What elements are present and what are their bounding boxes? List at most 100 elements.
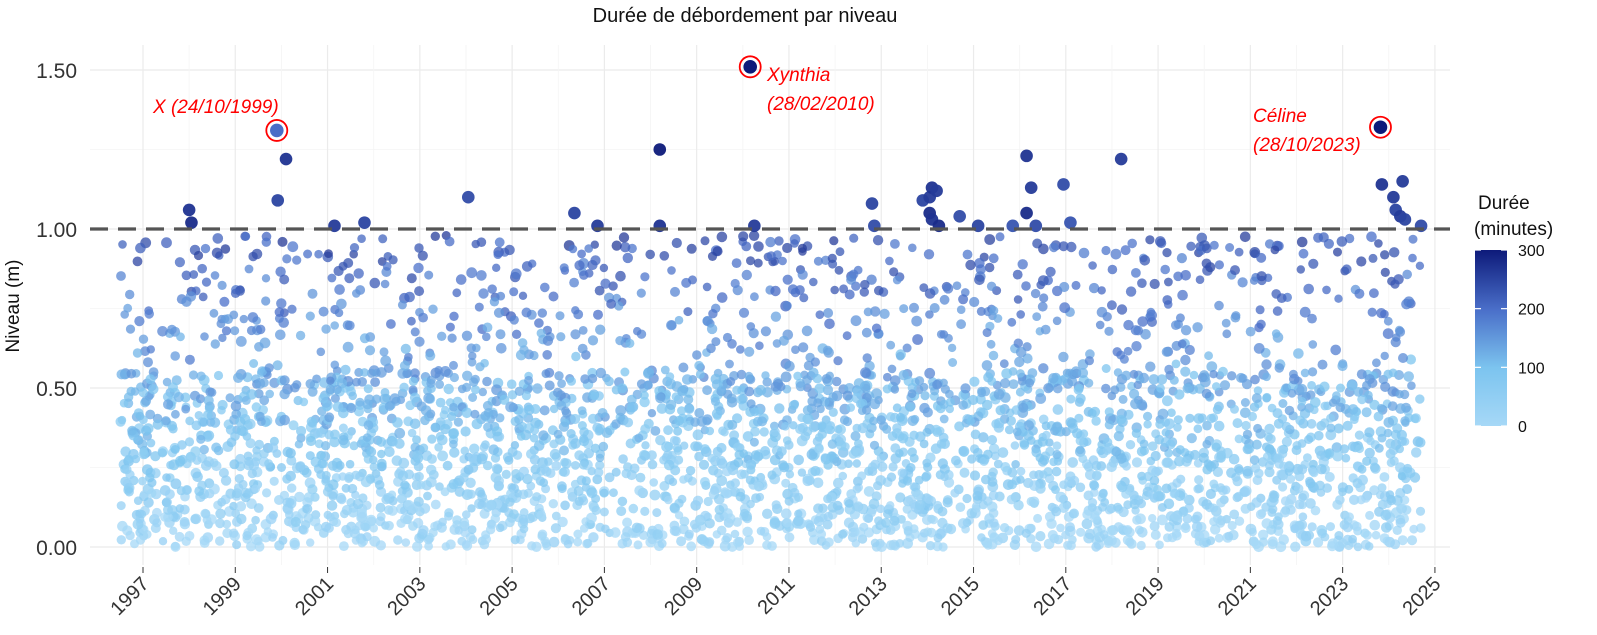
data-point — [580, 374, 590, 384]
data-point — [1186, 241, 1196, 251]
data-point — [185, 291, 197, 302]
data-point — [1084, 378, 1094, 388]
data-point — [348, 507, 359, 518]
data-point — [559, 263, 569, 273]
data-point — [1380, 267, 1390, 277]
data-point — [251, 484, 260, 494]
data-point — [511, 329, 522, 339]
data-point — [1368, 253, 1378, 263]
data-point — [1216, 497, 1226, 508]
data-point — [122, 525, 133, 536]
high-data-point — [653, 143, 667, 156]
y-axis-label: Niveau (m) — [3, 260, 24, 353]
data-point — [1342, 420, 1353, 431]
data-point — [209, 417, 221, 428]
data-point — [229, 501, 238, 511]
data-point — [851, 539, 860, 548]
data-point — [131, 454, 141, 464]
data-point — [694, 360, 704, 371]
data-point — [1317, 359, 1328, 370]
data-point — [334, 308, 344, 318]
data-point — [1138, 372, 1150, 384]
data-point — [788, 400, 799, 411]
data-point — [274, 540, 285, 551]
data-point — [656, 403, 668, 414]
data-point — [434, 443, 443, 452]
data-point — [423, 491, 432, 501]
data-point — [1162, 295, 1173, 305]
data-point — [1416, 523, 1426, 533]
data-point — [726, 397, 738, 408]
data-point — [855, 527, 866, 538]
data-point — [634, 433, 644, 443]
data-point — [1015, 346, 1027, 358]
data-point — [1065, 417, 1076, 428]
data-point — [1397, 535, 1408, 546]
data-point — [850, 431, 861, 441]
data-point — [1019, 440, 1030, 450]
data-point — [871, 491, 882, 502]
data-point — [835, 247, 845, 257]
data-point — [756, 526, 766, 536]
data-point — [389, 393, 401, 404]
data-point — [838, 471, 848, 481]
data-point — [655, 393, 666, 404]
data-point — [393, 535, 403, 545]
data-point — [223, 314, 233, 325]
data-point — [1214, 260, 1224, 270]
data-point — [1157, 408, 1169, 420]
data-point — [210, 339, 220, 349]
data-point — [405, 400, 416, 411]
data-point — [599, 488, 609, 498]
high-data-point — [953, 209, 966, 223]
data-point — [1225, 243, 1235, 252]
data-point — [571, 461, 580, 470]
event-label: Céline — [1253, 106, 1307, 127]
data-point — [833, 356, 843, 366]
data-point — [1090, 488, 1099, 497]
data-point — [1284, 467, 1294, 476]
legend-tick-label: 200 — [1518, 302, 1545, 319]
data-point — [1041, 421, 1051, 431]
data-point — [295, 330, 306, 341]
data-point — [1234, 516, 1245, 526]
data-point — [1252, 475, 1263, 486]
data-point — [640, 272, 650, 282]
data-point — [807, 396, 818, 407]
data-point — [261, 296, 271, 306]
data-point — [306, 538, 315, 547]
data-point — [1332, 391, 1341, 400]
data-point — [759, 427, 769, 437]
data-point — [1376, 403, 1386, 413]
data-point — [636, 288, 646, 298]
data-point — [505, 517, 515, 528]
data-point — [1383, 316, 1393, 326]
data-point — [671, 392, 681, 402]
data-point — [557, 516, 568, 528]
data-point — [414, 243, 424, 253]
data-point — [1059, 281, 1070, 293]
data-point — [428, 304, 438, 314]
data-point — [968, 394, 979, 406]
data-point — [679, 516, 690, 527]
data-point — [1380, 309, 1389, 319]
data-point — [268, 442, 279, 453]
data-point — [1073, 385, 1084, 395]
event-label: (28/02/2010) — [767, 94, 875, 115]
data-point — [707, 453, 717, 463]
high-data-point — [568, 206, 581, 220]
data-point — [548, 536, 560, 548]
data-point — [540, 282, 550, 293]
legend-tick-label: 300 — [1518, 243, 1545, 260]
data-point — [360, 476, 372, 488]
data-point — [471, 385, 480, 395]
data-point — [355, 521, 365, 531]
data-point — [1155, 419, 1165, 429]
data-point — [144, 309, 154, 319]
data-point — [1410, 414, 1420, 423]
data-point — [1039, 293, 1049, 303]
data-point — [1395, 503, 1405, 513]
data-point — [987, 539, 998, 550]
data-point — [735, 491, 746, 502]
data-point — [822, 345, 833, 356]
